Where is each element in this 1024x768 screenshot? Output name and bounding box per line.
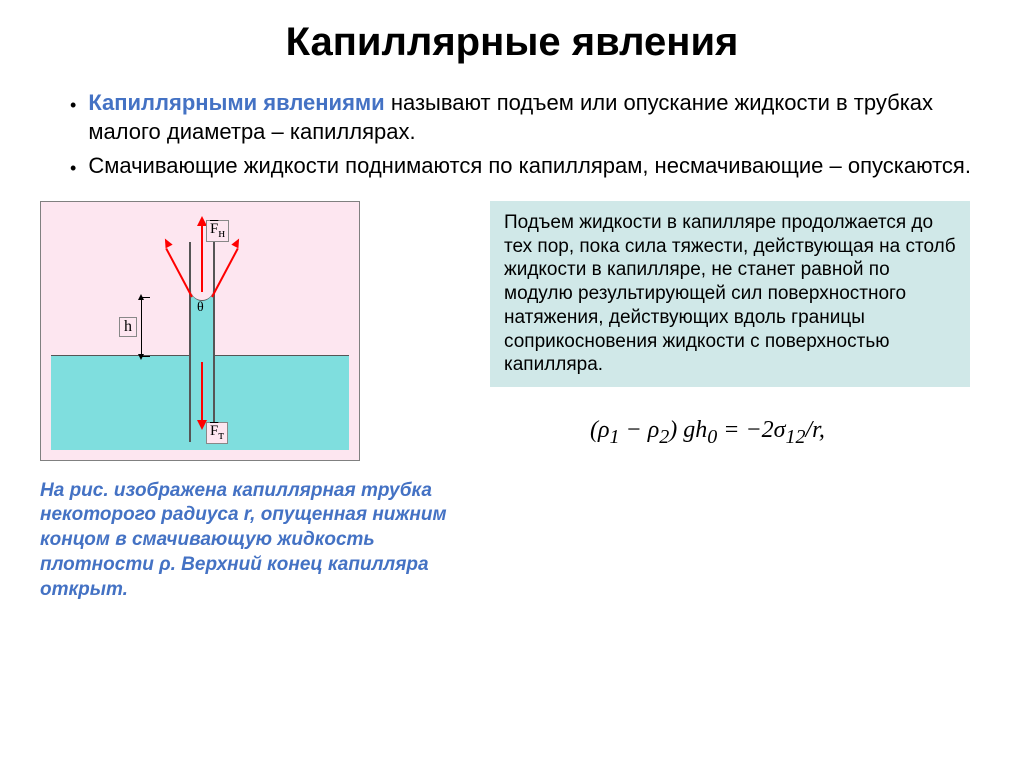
capillary-diagram: h θ Fн Fт bbox=[40, 201, 360, 461]
height-bracket bbox=[141, 297, 171, 357]
bullet-2: • Смачивающие жидкости поднимаются по ка… bbox=[70, 152, 984, 181]
theta-label: θ bbox=[197, 300, 204, 316]
height-arrow-top bbox=[138, 294, 144, 300]
liquid-reservoir bbox=[51, 355, 349, 450]
tension-head-right bbox=[231, 236, 242, 248]
force-down-arrow bbox=[201, 362, 203, 422]
tension-head-left bbox=[161, 236, 172, 248]
bullet-1: • Капиллярными явлениями называют подъем… bbox=[70, 89, 984, 146]
bullet-2-text: Смачивающие жидкости поднимаются по капи… bbox=[88, 152, 971, 181]
page-title: Капиллярные явления bbox=[40, 20, 984, 65]
diagram-caption: На рис. изображена капиллярная трубка не… bbox=[40, 479, 460, 602]
bullet-marker: • bbox=[70, 94, 76, 117]
tube-wall-right bbox=[213, 242, 215, 442]
height-label: h bbox=[119, 317, 137, 337]
force-down-label: Fт bbox=[206, 422, 228, 444]
height-arrow-bottom bbox=[138, 354, 144, 360]
bullet-list: • Капиллярными явлениями называют подъем… bbox=[70, 89, 984, 181]
definition-term: Капиллярными явлениями bbox=[88, 90, 384, 115]
content-row: h θ Fн Fт На рис. изображена капиллярная… bbox=[40, 201, 984, 602]
info-box: Подъем жидкости в капилляре продолжается… bbox=[490, 201, 970, 387]
force-up-arrow bbox=[201, 222, 203, 292]
bullet-marker: • bbox=[70, 157, 76, 180]
force-up-label: Fн bbox=[206, 220, 229, 242]
tension-arrow-right bbox=[211, 248, 239, 298]
formula: (ρ1 − ρ2) gh0 = −2σ12/r, bbox=[590, 417, 970, 449]
